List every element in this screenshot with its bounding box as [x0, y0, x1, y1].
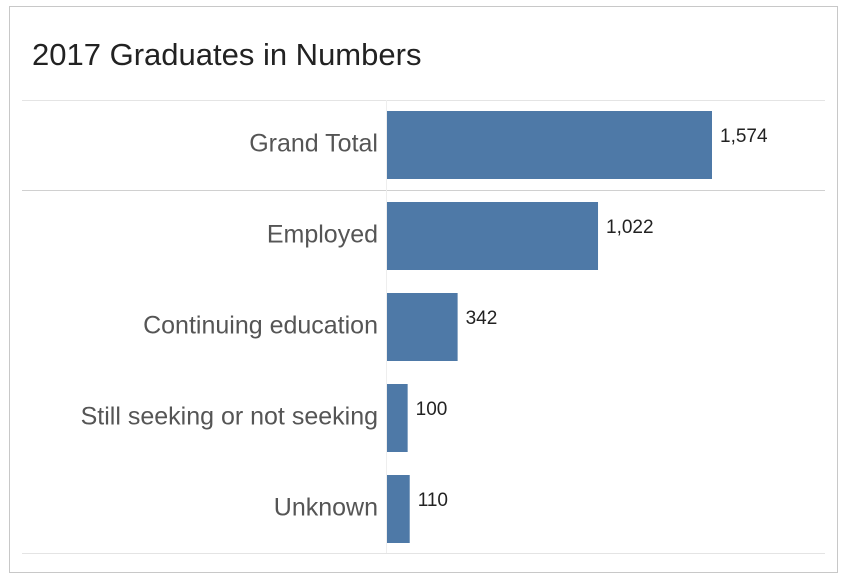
value-label: 342	[466, 308, 498, 329]
value-label: 110	[418, 490, 448, 511]
category-label: Still seeking or not seeking	[81, 403, 378, 431]
value-label: 100	[416, 399, 448, 420]
bar	[387, 111, 712, 179]
chart-title: 2017 Graduates in Numbers	[32, 37, 421, 72]
bar	[387, 293, 458, 361]
bar	[387, 202, 599, 270]
category-label: Grand Total	[249, 130, 378, 158]
category-label: Unknown	[274, 494, 378, 522]
value-label: 1,022	[606, 217, 654, 238]
card-border	[9, 6, 838, 573]
bar	[387, 475, 410, 543]
bar	[387, 384, 408, 452]
category-label: Continuing education	[143, 312, 378, 340]
category-label: Employed	[267, 221, 378, 249]
value-label: 1,574	[720, 126, 768, 147]
